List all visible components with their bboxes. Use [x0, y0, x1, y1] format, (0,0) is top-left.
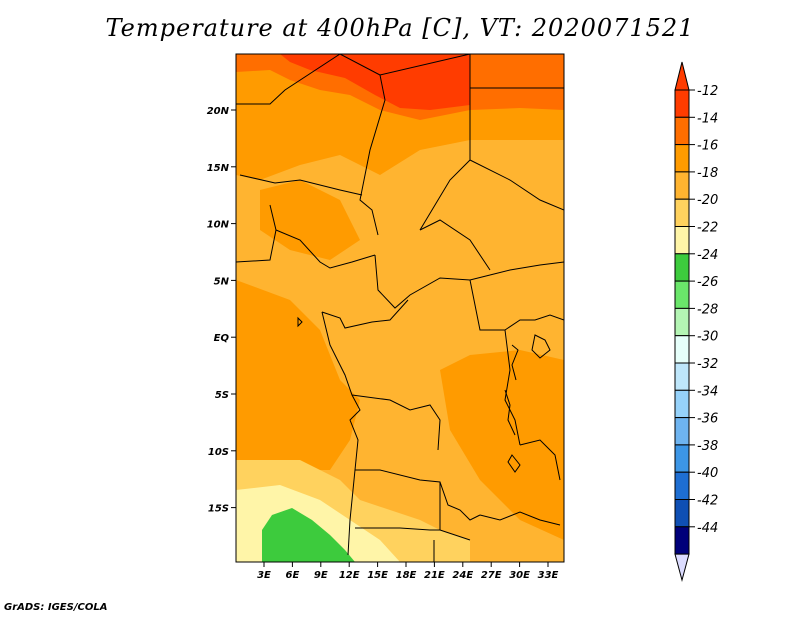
- colorbar-swatch: [674, 499, 690, 528]
- colorbar-swatch: [674, 526, 690, 555]
- colorbar-label: -32: [697, 357, 718, 372]
- country-borders: [236, 54, 564, 562]
- colorbar-swatch: [674, 89, 690, 118]
- colorbar-legend: -12 -14 -16 -18 -20 -22 -24 -26 -28 -30 -32 -34 -36 -…: [674, 61, 718, 583]
- map-frame: [235, 53, 565, 563]
- colorbar-swatch: [674, 144, 690, 173]
- lon-tick-label: 27E: [481, 570, 502, 581]
- colorbar-label: -12: [697, 84, 718, 99]
- colorbar-swatch: [674, 116, 690, 146]
- colorbar-label: -44: [697, 521, 718, 536]
- colorbar-top-arrow: [674, 61, 690, 91]
- colorbar-swatch: [674, 444, 690, 473]
- lat-tick-label: 15S: [208, 504, 229, 515]
- colorbar-swatch: [674, 389, 690, 419]
- colorbar-label: -24: [697, 248, 718, 263]
- map-title: Temperature at 400hPa [C], VT: 202007152…: [105, 14, 695, 42]
- colorbar-label: -34: [697, 384, 718, 399]
- colorbar-label: -42: [697, 494, 718, 509]
- lon-tick-label: 6E: [286, 570, 300, 581]
- lon-tick-label: 15E: [367, 570, 388, 581]
- footer-credit: GrADS: IGES/COLA: [4, 602, 108, 613]
- colorbar-swatch: [674, 171, 690, 200]
- colorbar-swatch: [674, 362, 690, 391]
- lat-tick-label: 20N: [207, 106, 230, 117]
- colorbar-swatch: [674, 280, 690, 309]
- colorbar-label: -38: [697, 439, 718, 454]
- lon-tick-label: 9E: [314, 570, 328, 581]
- lat-tick-label: 10N: [207, 220, 230, 231]
- colorbar-label: -16: [697, 139, 718, 154]
- lon-tick-label: 21E: [424, 570, 445, 581]
- colorbar-bottom-arrow: [674, 553, 690, 583]
- lon-tick-label: 12E: [339, 570, 360, 581]
- longitude-axis: 3E 6E 9E 12E 15E 18E 21E 24E 27E 30E 33E: [257, 562, 559, 581]
- lat-tick-label: EQ: [214, 333, 230, 344]
- lon-tick-label: 24E: [452, 570, 473, 581]
- latitude-axis: 20N 15N 10N 5N EQ 5S 10S 15S: [207, 106, 236, 515]
- colorbar-label: -18: [697, 166, 718, 181]
- lon-tick-label: 33E: [538, 570, 559, 581]
- lon-tick-label: 18E: [396, 570, 417, 581]
- colorbar-label: -22: [697, 221, 718, 236]
- lon-tick-label: 3E: [257, 570, 271, 581]
- lat-tick-label: 15N: [207, 163, 230, 174]
- colorbar-label: -36: [697, 412, 718, 427]
- lon-tick-label: 30E: [509, 570, 530, 581]
- colorbar-label: -28: [697, 302, 718, 317]
- lake-outlines: [297, 316, 551, 473]
- colorbar-swatch: [674, 226, 690, 255]
- colorbar-swatch: [674, 417, 690, 446]
- colorbar-label: -26: [697, 275, 718, 290]
- lat-tick-label: 10S: [208, 447, 229, 458]
- colorbar-swatch: [674, 198, 690, 227]
- colorbar-label: -30: [697, 330, 718, 345]
- colorbar-swatch: [674, 307, 690, 337]
- colorbar-label: -40: [697, 466, 718, 481]
- lat-tick-label: 5N: [214, 276, 230, 287]
- colorbar-swatch: [674, 471, 690, 501]
- temperature-field: [236, 54, 564, 562]
- colorbar-swatch: [674, 335, 690, 364]
- colorbar-swatch: [674, 253, 690, 282]
- colorbar-label: -20: [697, 193, 718, 208]
- map-panel: 3E 6E 9E 12E 15E 18E 21E 24E 27E 30E 33E 20N 15N 10N…: [207, 53, 565, 581]
- colorbar-label: -14: [697, 111, 718, 126]
- lat-tick-label: 5S: [215, 390, 229, 401]
